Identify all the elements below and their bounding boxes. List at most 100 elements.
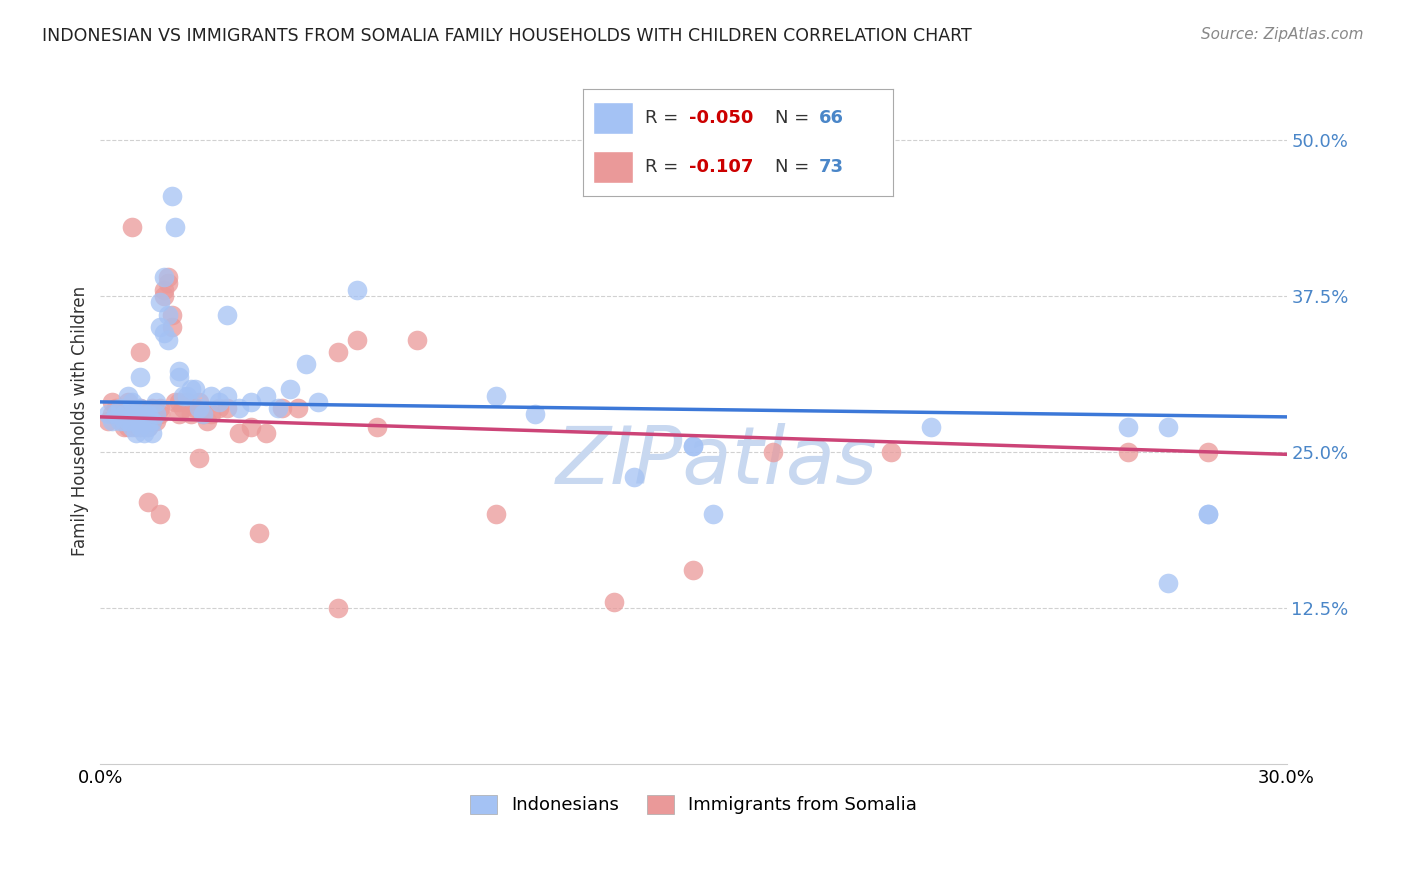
Point bbox=[267, 401, 290, 416]
Point bbox=[254, 389, 277, 403]
Point bbox=[121, 220, 143, 235]
Point bbox=[326, 345, 349, 359]
Legend: Indonesians, Immigrants from Somalia: Indonesians, Immigrants from Somalia bbox=[461, 786, 927, 823]
Point bbox=[128, 345, 150, 359]
Point bbox=[156, 333, 179, 347]
Point bbox=[228, 401, 250, 416]
Point bbox=[121, 408, 143, 422]
Point bbox=[188, 451, 211, 466]
Point bbox=[105, 401, 128, 416]
Text: 66: 66 bbox=[818, 109, 844, 127]
Point bbox=[121, 408, 143, 422]
Point bbox=[125, 420, 148, 434]
Point bbox=[145, 395, 167, 409]
Point bbox=[287, 401, 309, 416]
Point bbox=[165, 395, 187, 409]
Point bbox=[169, 370, 191, 384]
Point bbox=[160, 189, 183, 203]
Point bbox=[112, 420, 135, 434]
Text: R =: R = bbox=[645, 109, 685, 127]
Point bbox=[524, 408, 547, 422]
Point bbox=[136, 408, 159, 422]
Point bbox=[184, 383, 207, 397]
Point bbox=[169, 395, 191, 409]
Point bbox=[156, 277, 179, 291]
Point bbox=[405, 333, 427, 347]
Y-axis label: Family Households with Children: Family Households with Children bbox=[72, 285, 89, 556]
Point bbox=[101, 408, 124, 422]
Point bbox=[208, 401, 231, 416]
Point bbox=[172, 401, 194, 416]
Point bbox=[121, 401, 143, 416]
Point bbox=[125, 408, 148, 422]
Point bbox=[160, 308, 183, 322]
Point bbox=[271, 401, 294, 416]
Point bbox=[112, 414, 135, 428]
Point bbox=[101, 395, 124, 409]
Point bbox=[145, 414, 167, 428]
Point bbox=[121, 420, 143, 434]
Point bbox=[682, 439, 704, 453]
Point bbox=[169, 408, 191, 422]
Point bbox=[180, 383, 202, 397]
Point bbox=[180, 408, 202, 422]
Text: Source: ZipAtlas.com: Source: ZipAtlas.com bbox=[1201, 27, 1364, 42]
Point bbox=[188, 395, 211, 409]
Point bbox=[136, 408, 159, 422]
Text: INDONESIAN VS IMMIGRANTS FROM SOMALIA FAMILY HOUSEHOLDS WITH CHILDREN CORRELATIO: INDONESIAN VS IMMIGRANTS FROM SOMALIA FA… bbox=[42, 27, 972, 45]
Point bbox=[326, 600, 349, 615]
Point bbox=[117, 395, 139, 409]
Bar bbox=[593, 102, 633, 134]
Point bbox=[136, 420, 159, 434]
Point bbox=[145, 408, 167, 422]
Point bbox=[136, 494, 159, 508]
Point bbox=[176, 389, 198, 403]
Point bbox=[761, 445, 783, 459]
Point bbox=[208, 395, 231, 409]
Point bbox=[200, 389, 222, 403]
Point bbox=[215, 401, 238, 416]
Point bbox=[149, 401, 172, 416]
Point bbox=[191, 408, 214, 422]
Point bbox=[920, 420, 942, 434]
Point bbox=[149, 507, 172, 521]
Point bbox=[156, 308, 179, 322]
Point bbox=[366, 420, 388, 434]
Point bbox=[121, 414, 143, 428]
Point bbox=[145, 408, 167, 422]
Text: -0.107: -0.107 bbox=[689, 159, 754, 177]
Point bbox=[117, 389, 139, 403]
Point bbox=[184, 401, 207, 416]
Point bbox=[1197, 507, 1219, 521]
Point bbox=[141, 401, 163, 416]
Point bbox=[117, 420, 139, 434]
Point bbox=[191, 408, 214, 422]
Text: 73: 73 bbox=[818, 159, 844, 177]
Point bbox=[121, 395, 143, 409]
Point bbox=[132, 426, 155, 441]
Point bbox=[152, 283, 174, 297]
Point bbox=[880, 445, 903, 459]
Point bbox=[128, 420, 150, 434]
Point bbox=[702, 507, 724, 521]
Point bbox=[247, 525, 270, 540]
Text: R =: R = bbox=[645, 159, 690, 177]
Point bbox=[156, 270, 179, 285]
Point bbox=[1157, 420, 1180, 434]
Point bbox=[682, 563, 704, 577]
Point bbox=[132, 420, 155, 434]
Point bbox=[141, 426, 163, 441]
Text: N =: N = bbox=[775, 109, 815, 127]
Point bbox=[152, 326, 174, 341]
Point bbox=[112, 414, 135, 428]
Point bbox=[169, 364, 191, 378]
Point bbox=[188, 401, 211, 416]
Point bbox=[117, 408, 139, 422]
Point bbox=[125, 414, 148, 428]
Point bbox=[136, 420, 159, 434]
Point bbox=[160, 320, 183, 334]
Point bbox=[346, 283, 368, 297]
Text: -0.050: -0.050 bbox=[689, 109, 754, 127]
Point bbox=[295, 358, 318, 372]
Point bbox=[108, 401, 131, 416]
